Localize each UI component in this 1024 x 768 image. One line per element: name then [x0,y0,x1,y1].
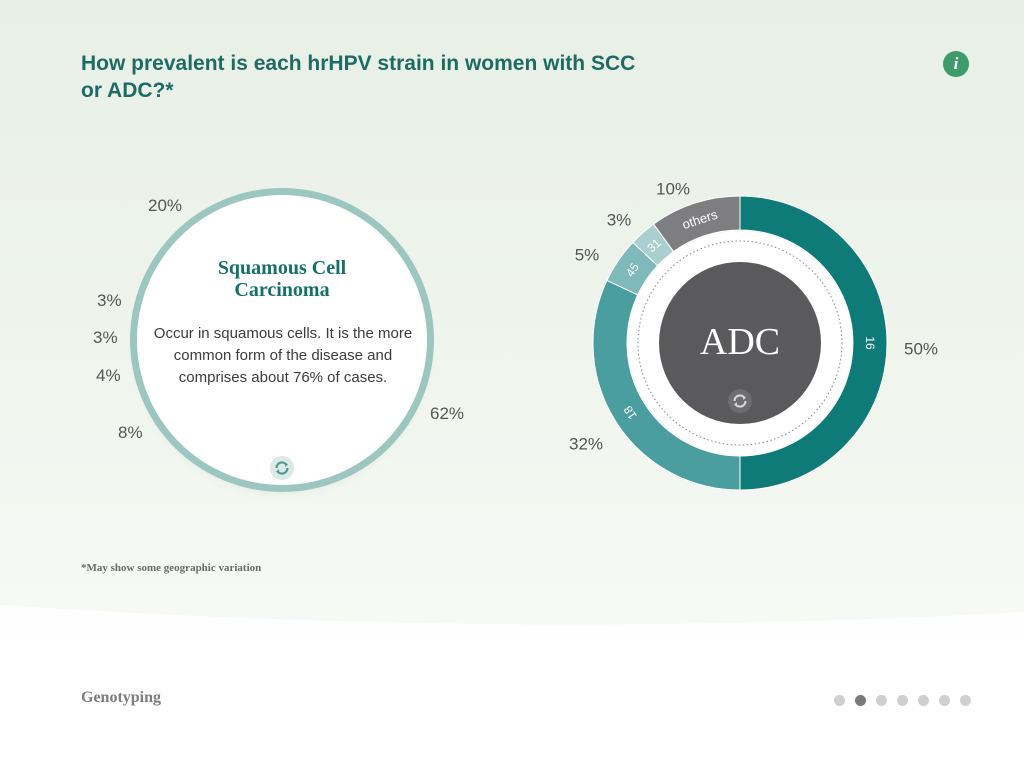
page-dot[interactable] [897,695,908,706]
scc-percent-label: 62% [430,404,465,423]
flip-icon [728,389,752,413]
scc-percent-label: 20% [148,196,183,215]
donut-segment-16 [739,195,888,491]
scc-percent-label: 3% [93,328,118,347]
flip-icon [270,456,294,480]
scc-percent-label: 8% [118,423,143,442]
scc-percent-label: 3% [97,291,122,310]
info-icon-glyph: i [953,54,959,73]
info-icon[interactable]: i [943,51,969,77]
scc-card[interactable] [137,195,427,485]
donut-percent-label: 10% [656,180,690,199]
donut-dotted-ring [637,240,843,446]
donut-percent-label: 3% [607,211,632,230]
donut-segment-others [652,195,741,253]
adc-flip-button[interactable] [728,389,752,413]
section-name: Genotyping [81,689,162,706]
donut-segment-label: 16 [863,336,877,350]
donut-percent-label: 5% [575,246,600,265]
scc-title: Squamous Cell Carcinoma [137,257,427,301]
donut-percent-label: 32% [569,435,603,454]
page-dot[interactable] [918,695,929,706]
footnote: *May show some geographic variation [81,562,262,574]
page-dot[interactable] [834,695,845,706]
scc-flip-button[interactable] [270,456,294,480]
scc-title-line1: Squamous Cell [217,257,347,279]
scc-percent-label: 4% [96,366,121,385]
page-title: How prevalent is each hrHPV strain in wo… [81,52,636,102]
page-dot[interactable] [960,695,971,706]
page-dot[interactable] [939,695,950,706]
donut-center-disc [659,262,821,424]
page-dot[interactable] [855,695,866,706]
scc-description: Occur in squamous cells. It is the more … [153,325,413,386]
page-dot[interactable] [876,695,887,706]
adc-center-label: ADC [699,321,781,363]
donut-percent-label: 50% [904,340,938,359]
scc-title-line2: Carcinoma [234,279,330,301]
